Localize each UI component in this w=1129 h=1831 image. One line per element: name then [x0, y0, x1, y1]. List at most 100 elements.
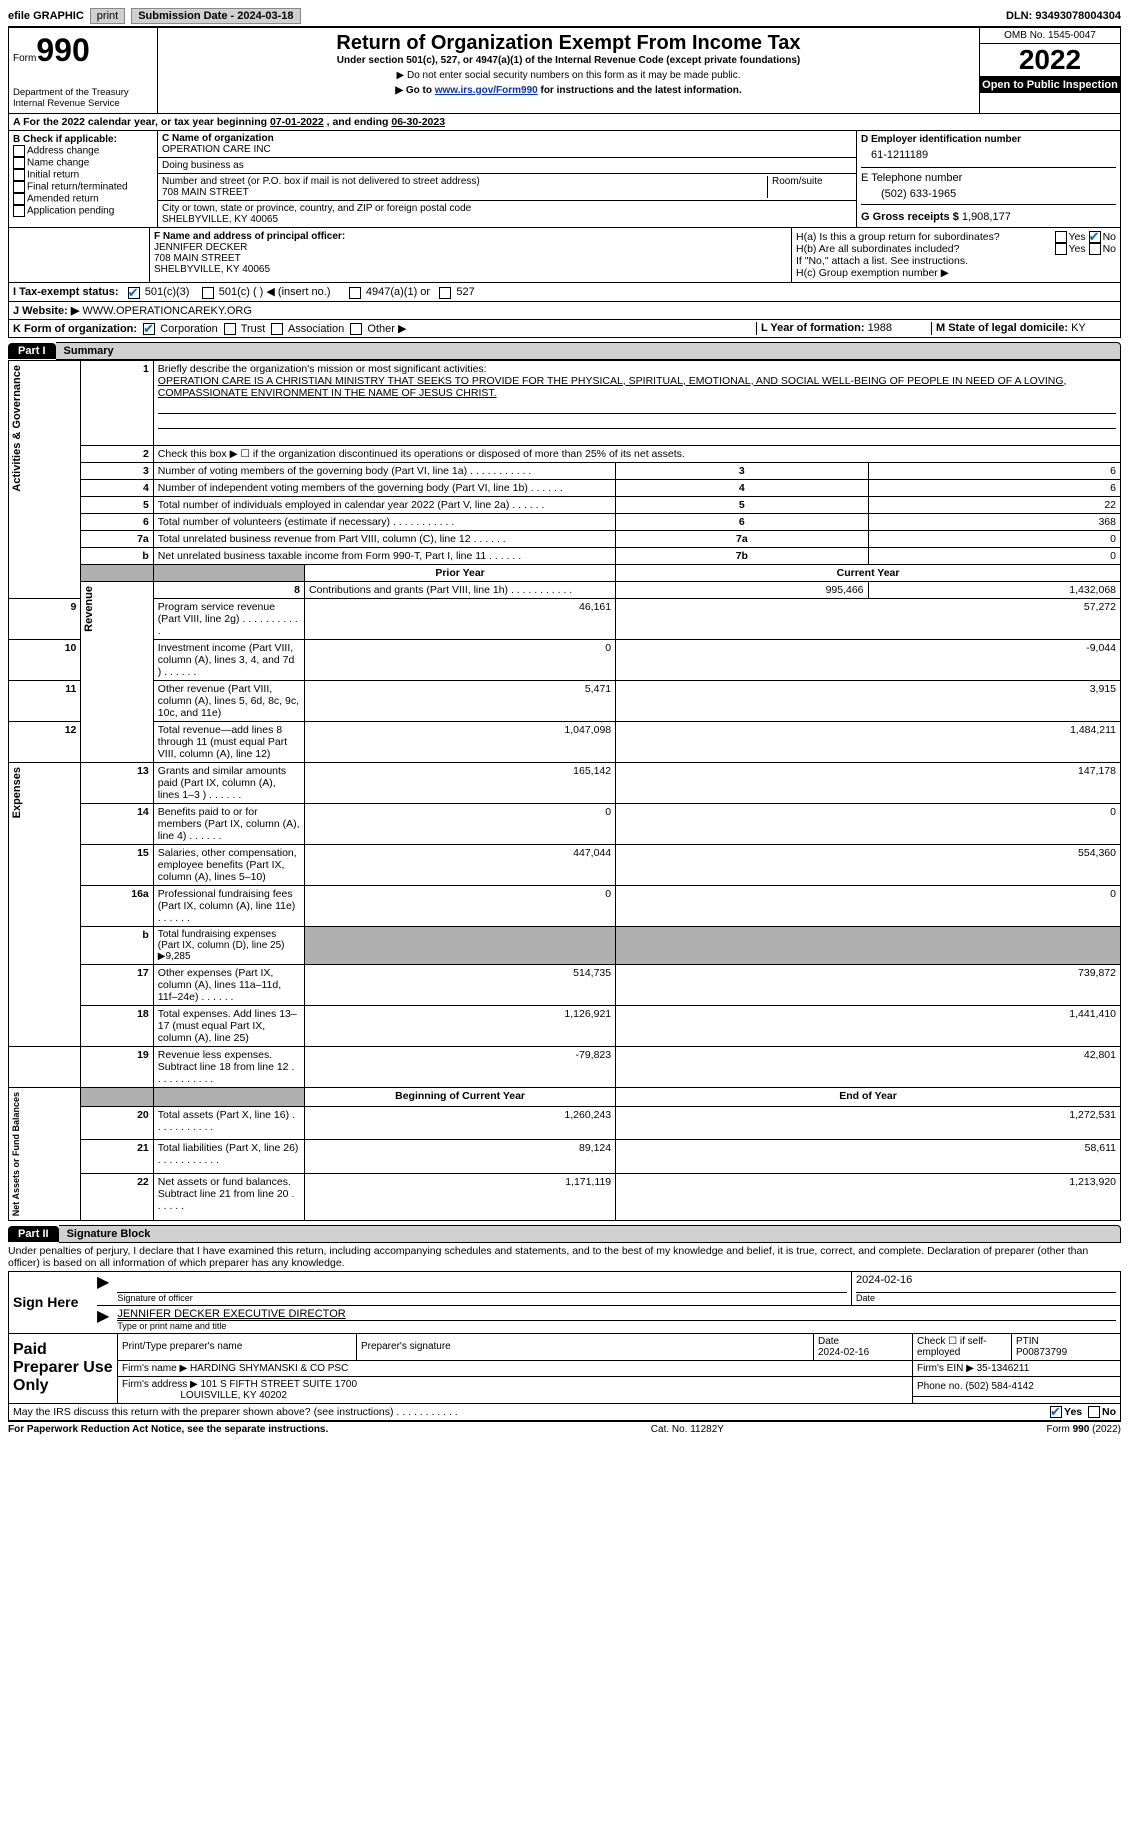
omb-label: OMB No. 1545-0047 — [980, 28, 1120, 44]
line15-py: 447,044 — [305, 844, 616, 885]
legal-domicile: KY — [1071, 322, 1086, 334]
dln: DLN: 93493078004304 — [1006, 10, 1121, 22]
line11-cy: 3,915 — [616, 680, 1121, 721]
final-return-checkbox[interactable] — [13, 181, 25, 193]
4947-checkbox[interactable] — [349, 287, 361, 299]
discuss-no-checkbox[interactable] — [1088, 1406, 1100, 1418]
section-c: C Name of organization OPERATION CARE IN… — [158, 131, 856, 227]
part2-header: Part II Signature Block — [8, 1225, 1121, 1243]
line20-py: 1,260,243 — [305, 1107, 616, 1140]
trust-checkbox[interactable] — [224, 323, 236, 335]
paid-preparer-block: Paid Preparer Use Only Print/Type prepar… — [8, 1333, 1121, 1404]
section-i: I Tax-exempt status: 501(c)(3) 501(c) ( … — [8, 283, 1121, 301]
officer-name-title: JENNIFER DECKER EXECUTIVE DIRECTOR — [117, 1308, 1116, 1321]
line21-cy: 58,611 — [616, 1140, 1121, 1173]
discuss-row: May the IRS discuss this return with the… — [8, 1404, 1121, 1421]
summary-table: Activities & Governance 1 Briefly descri… — [8, 360, 1121, 1221]
mission-text: OPERATION CARE IS A CHRISTIAN MINISTRY T… — [158, 375, 1116, 399]
form-header: Form 990 Department of the Treasury Inte… — [8, 27, 1121, 114]
part1-header: Part I Summary — [8, 342, 1121, 360]
line17-cy: 739,872 — [616, 964, 1121, 1005]
city-state-zip: SHELBYVILLE, KY 40065 — [162, 214, 852, 225]
line8-py: 995,466 — [616, 581, 868, 598]
section-b: B Check if applicable: Address change Na… — [9, 131, 158, 227]
form-number: Form 990 — [13, 32, 153, 69]
line14-py: 0 — [305, 803, 616, 844]
name-change-checkbox[interactable] — [13, 157, 25, 169]
line15-cy: 554,360 — [616, 844, 1121, 885]
firm-name: HARDING SHYMANSKI & CO PSC — [190, 1363, 348, 1374]
line9-py: 46,161 — [305, 598, 616, 639]
bcd-row: B Check if applicable: Address change Na… — [8, 131, 1121, 228]
501c-checkbox[interactable] — [202, 287, 214, 299]
line17-py: 514,735 — [305, 964, 616, 1005]
efile-label: efile GRAPHIC — [8, 10, 84, 22]
line13-py: 165,142 — [305, 762, 616, 803]
hb-yes-checkbox[interactable] — [1055, 243, 1067, 255]
addr-change-checkbox[interactable] — [13, 145, 25, 157]
line12-py: 1,047,098 — [305, 721, 616, 762]
assoc-checkbox[interactable] — [271, 323, 283, 335]
discuss-yes-checkbox[interactable] — [1050, 1406, 1062, 1418]
line16a-cy: 0 — [616, 885, 1121, 926]
sig-date: 2024-02-16 — [856, 1274, 1116, 1293]
tax-year: 2022 — [980, 44, 1120, 77]
line19-py: -79,823 — [305, 1046, 616, 1087]
sign-here-block: Sign Here ▶ Signature of officer 2024-02… — [8, 1271, 1121, 1334]
officer-name: JENNIFER DECKER — [154, 242, 787, 253]
line21-py: 89,124 — [305, 1140, 616, 1173]
527-checkbox[interactable] — [439, 287, 451, 299]
print-button[interactable]: print — [90, 8, 125, 24]
line12-cy: 1,484,211 — [616, 721, 1121, 762]
section-h: H(a) Is this a group return for subordin… — [791, 228, 1120, 282]
org-name: OPERATION CARE INC — [162, 144, 852, 155]
form-note2: ▶ Go to www.irs.gov/Form990 for instruct… — [162, 85, 975, 96]
line6-val: 368 — [868, 513, 1120, 530]
other-checkbox[interactable] — [350, 323, 362, 335]
line4-val: 6 — [868, 479, 1120, 496]
line5-val: 22 — [868, 496, 1120, 513]
ha-no-checkbox[interactable] — [1089, 231, 1101, 243]
line8-cy: 1,432,068 — [868, 581, 1120, 598]
amended-return-checkbox[interactable] — [13, 193, 25, 205]
line7b-val: 0 — [868, 547, 1120, 564]
line13-cy: 147,178 — [616, 762, 1121, 803]
line19-cy: 42,801 — [616, 1046, 1121, 1087]
firm-addr2: LOUISVILLE, KY 40202 — [180, 1390, 287, 1401]
line20-cy: 1,272,531 — [616, 1107, 1121, 1140]
ha-yes-checkbox[interactable] — [1055, 231, 1067, 243]
form-subtitle: Under section 501(c), 527, or 4947(a)(1)… — [162, 55, 975, 66]
line9-cy: 57,272 — [616, 598, 1121, 639]
penalty-text: Under penalties of perjury, I declare th… — [8, 1243, 1121, 1271]
prep-date: 2024-02-16 — [818, 1347, 869, 1358]
section-f: F Name and address of principal officer:… — [150, 228, 791, 282]
fh-row: F Name and address of principal officer:… — [8, 228, 1121, 283]
line10-py: 0 — [305, 639, 616, 680]
app-pending-checkbox[interactable] — [13, 205, 25, 217]
section-klm: K Form of organization: Corporation Trus… — [8, 320, 1121, 338]
line14-cy: 0 — [616, 803, 1121, 844]
top-bar: efile GRAPHIC print Submission Date - 20… — [8, 8, 1121, 27]
line16b-val: 9,285 — [165, 951, 190, 962]
footer: For Paperwork Reduction Act Notice, see … — [8, 1421, 1121, 1435]
gross-receipts: 1,908,177 — [962, 211, 1011, 223]
irs-link[interactable]: www.irs.gov/Form990 — [435, 85, 538, 96]
dept-label: Department of the Treasury Internal Reve… — [13, 87, 153, 109]
firm-addr1: 101 S FIFTH STREET SUITE 1700 — [201, 1379, 358, 1390]
section-deg: D Employer identification number 61-1211… — [856, 131, 1120, 227]
line11-py: 5,471 — [305, 680, 616, 721]
phone: (502) 633-1965 — [881, 188, 1116, 200]
501c3-checkbox[interactable] — [128, 287, 140, 299]
firm-phone: (502) 584-4142 — [965, 1381, 1033, 1392]
line7a-val: 0 — [868, 530, 1120, 547]
hb-no-checkbox[interactable] — [1089, 243, 1101, 255]
ein: 61-1211189 — [871, 149, 1116, 161]
open-inspection: Open to Public Inspection — [980, 77, 1120, 93]
period-row: A For the 2022 calendar year, or tax yea… — [8, 114, 1121, 131]
form-title: Return of Organization Exempt From Incom… — [162, 32, 975, 55]
street-address: 708 MAIN STREET — [162, 187, 763, 198]
corp-checkbox[interactable] — [143, 323, 155, 335]
firm-ein: 35-1346211 — [977, 1363, 1030, 1374]
initial-return-checkbox[interactable] — [13, 169, 25, 181]
section-j: J Website: ▶ WWW.OPERATIONCAREKY.ORG — [8, 302, 1121, 320]
